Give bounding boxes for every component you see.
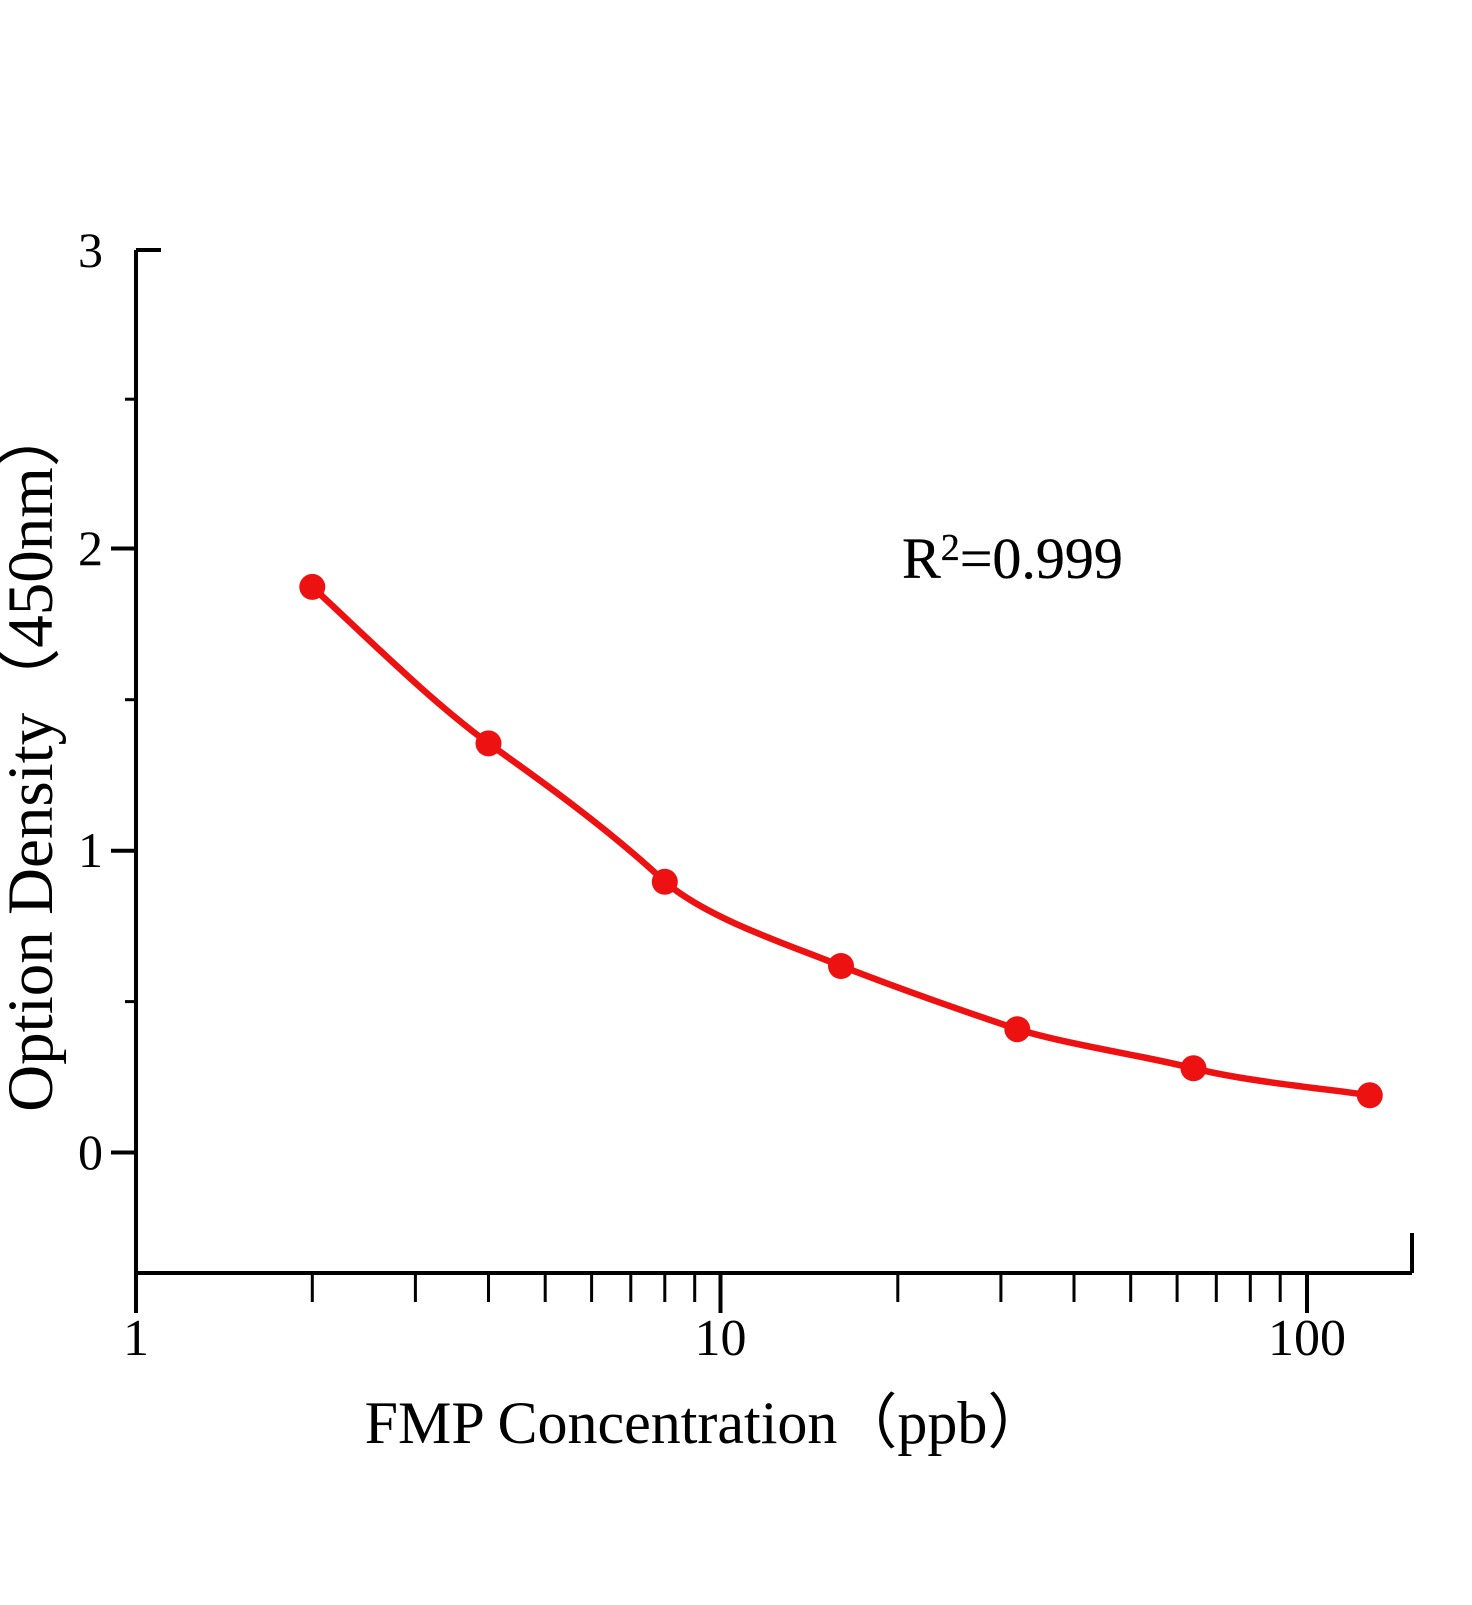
svg-text:100: 100	[1268, 1310, 1346, 1367]
svg-text:2: 2	[78, 520, 103, 576]
svg-text:10: 10	[695, 1310, 747, 1367]
svg-text:Option Density（450nm）: Option Density（450nm）	[0, 402, 67, 1112]
svg-text:1: 1	[78, 822, 103, 878]
svg-text:R2=0.999: R2=0.999	[902, 526, 1123, 591]
svg-text:1: 1	[123, 1310, 149, 1367]
svg-text:0: 0	[78, 1124, 103, 1180]
svg-text:FMP Concentration（ppb）: FMP Concentration（ppb）	[365, 1390, 1048, 1456]
svg-text:3: 3	[78, 222, 103, 278]
